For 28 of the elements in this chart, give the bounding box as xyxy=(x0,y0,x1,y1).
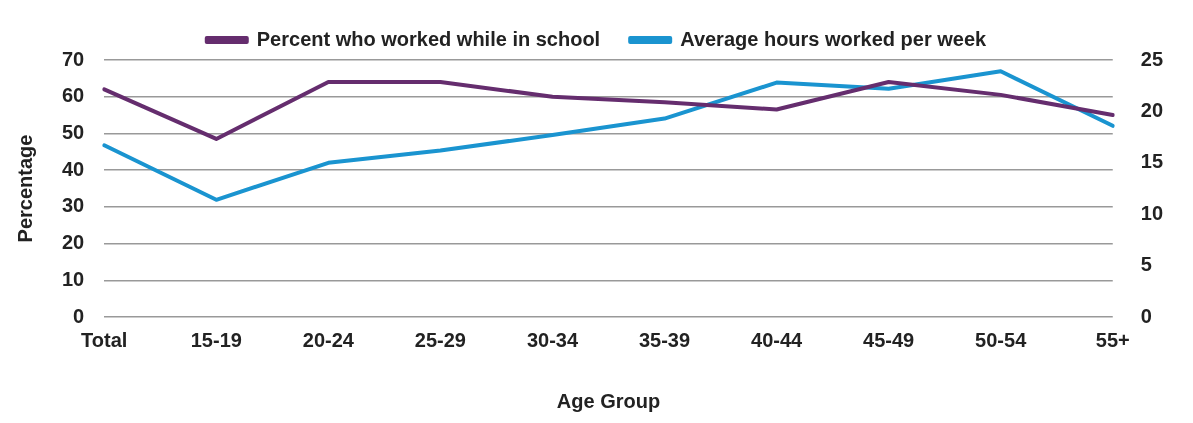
x-tick-label: Total xyxy=(81,328,128,351)
y2-tick-label: 5 xyxy=(1140,253,1152,276)
x-axis-title: Age Group xyxy=(556,389,661,412)
x-tick-label: 15-19 xyxy=(190,328,242,351)
y2-tick-label: 25 xyxy=(1140,47,1163,70)
x-tick-label: 30-34 xyxy=(526,328,579,351)
x-tick-label: 35-39 xyxy=(638,328,691,351)
x-tick-label: 40-44 xyxy=(751,328,804,351)
legend-label: Percent who worked while in school xyxy=(256,27,601,50)
x-tick-label: 45-49 xyxy=(863,328,915,351)
y-tick-label: 0 xyxy=(73,304,85,327)
x-tick-label: 50-54 xyxy=(975,328,1028,351)
y2-tick-label: 10 xyxy=(1140,201,1163,224)
y-axis-title: Percentage xyxy=(13,134,36,243)
y-tick-label: 60 xyxy=(62,84,85,107)
x-tick-label: 20-24 xyxy=(302,328,355,351)
y-tick-label: 20 xyxy=(62,231,85,254)
legend-label: Average hours worked per week xyxy=(680,27,988,50)
y-tick-label: 50 xyxy=(62,120,85,143)
y-tick-label: 40 xyxy=(62,157,85,180)
y2-tick-label: 15 xyxy=(1140,150,1163,173)
y2-tick-label: 20 xyxy=(1140,98,1163,121)
y-tick-label: 70 xyxy=(62,47,85,70)
y2-tick-label: 0 xyxy=(1140,304,1152,327)
y-tick-label: 30 xyxy=(62,194,85,217)
x-tick-label: 55+ xyxy=(1095,328,1130,351)
y-tick-label: 10 xyxy=(62,267,85,290)
x-tick-label: 25-29 xyxy=(414,328,466,351)
